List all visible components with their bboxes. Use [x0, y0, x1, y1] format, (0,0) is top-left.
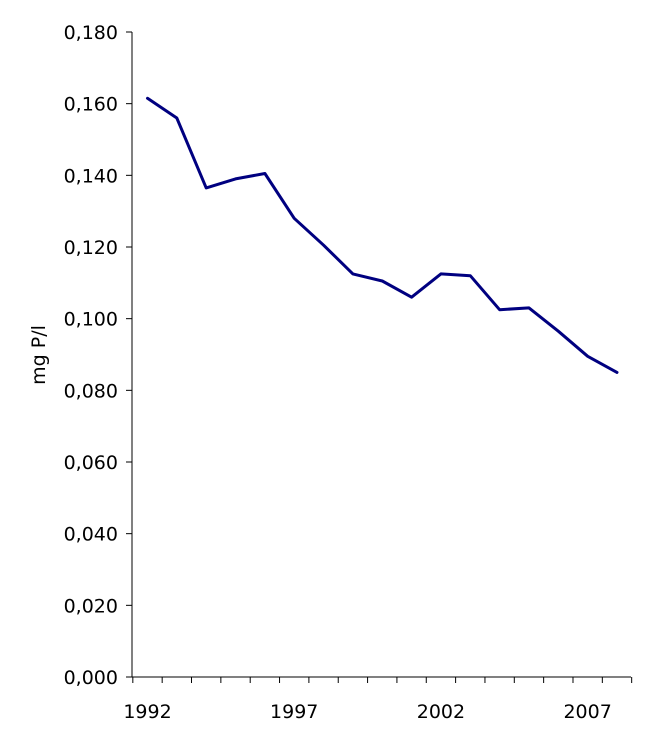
y-tick-label: 0,080 — [64, 380, 118, 402]
x-tick-label: 1997 — [270, 701, 318, 723]
y-tick-label: 0,020 — [64, 595, 118, 617]
x-axis-ticks: 1992 1997 2002 2007 — [123, 677, 633, 723]
x-tick-label: 1992 — [123, 701, 171, 723]
x-tick-label: 2002 — [417, 701, 465, 723]
y-axis-ticks: 0,000 0,020 0,040 0,060 0,080 0,100 0,120 0,140… — [64, 22, 132, 689]
series-line — [146, 96, 619, 374]
y-tick-label: 0,000 — [64, 667, 118, 689]
y-axis-title: mg P/l — [28, 325, 50, 385]
y-tick-label: 0,140 — [64, 165, 118, 187]
x-tick-label: 2007 — [563, 701, 611, 723]
y-tick-label: 0,060 — [64, 452, 118, 474]
y-tick-label: 0,180 — [64, 22, 118, 44]
y-tick-label: 0,120 — [64, 237, 118, 259]
y-tick-label: 0,160 — [64, 94, 118, 116]
y-tick-label: 0,100 — [64, 309, 118, 331]
y-tick-label: 0,040 — [64, 524, 118, 546]
